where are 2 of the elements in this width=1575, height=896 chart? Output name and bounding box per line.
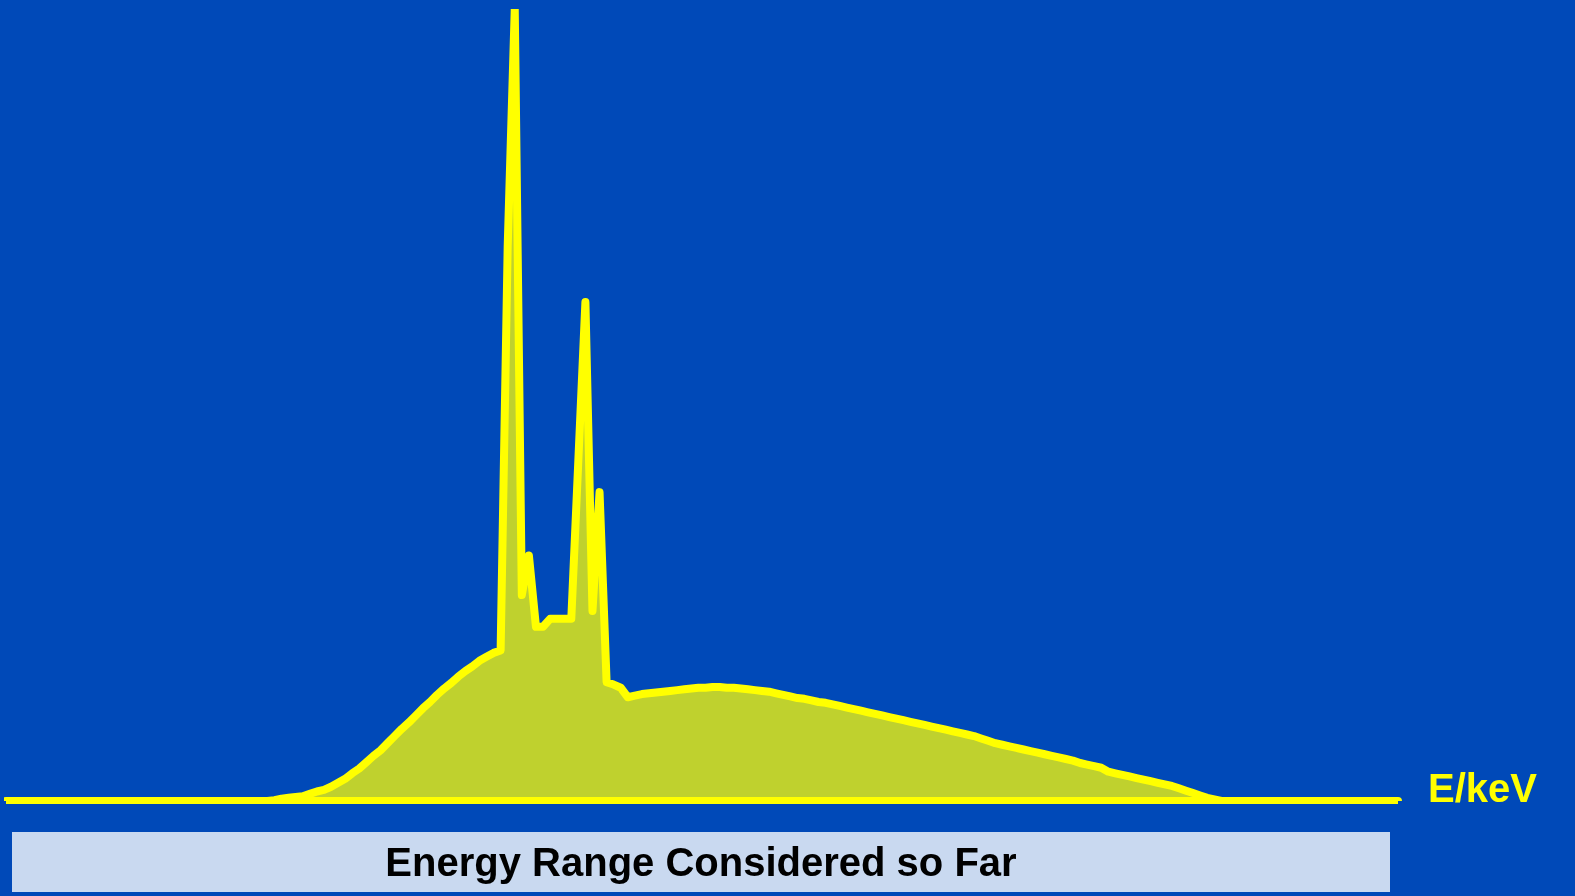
- x-axis-title: E/keV: [1428, 766, 1537, 811]
- text: Energy Range Considered so Far: [12, 832, 1390, 892]
